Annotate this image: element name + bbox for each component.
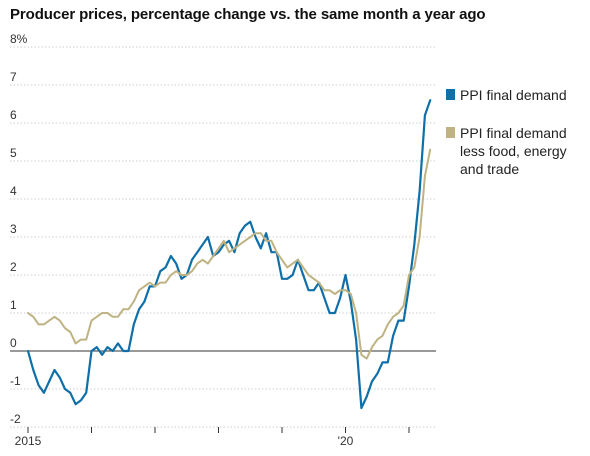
x-tick-label: 2015 xyxy=(15,434,42,448)
y-tick-label: 0 xyxy=(10,336,17,350)
legend-item-ppi-final-demand[interactable]: PPI final demand xyxy=(446,86,590,104)
legend-label-ppi-less-food-energy-trade: PPI final demand less food, energy and t… xyxy=(460,125,567,177)
legend-item-ppi-less-food-energy-trade[interactable]: PPI final demand less food, energy and t… xyxy=(446,124,590,178)
legend-swatch-ppi-less-food-energy-trade xyxy=(446,127,455,138)
y-tick-label: 6 xyxy=(10,108,17,122)
legend: PPI final demand PPI final demand less f… xyxy=(446,86,590,198)
y-tick-label: 4 xyxy=(10,184,17,198)
y-tick-label: 8% xyxy=(10,32,28,46)
legend-label-ppi-final-demand: PPI final demand xyxy=(460,87,567,103)
series-line-ppi-final-demand xyxy=(26,99,432,410)
y-tick-label: -1 xyxy=(10,374,21,388)
x-tick-label: '20 xyxy=(338,434,354,448)
y-tick-label: 5 xyxy=(10,146,17,160)
y-tick-label: -2 xyxy=(10,412,21,426)
chart-title: Producer prices, percentage change vs. t… xyxy=(10,6,486,23)
y-tick-label: 2 xyxy=(10,260,17,274)
y-tick-label: 1 xyxy=(10,298,17,312)
series-line-ppi-less-food-energy-trade xyxy=(27,148,432,360)
y-tick-label: 3 xyxy=(10,222,17,236)
y-tick-label: 7 xyxy=(10,70,17,84)
legend-swatch-ppi-final-demand xyxy=(446,89,455,100)
